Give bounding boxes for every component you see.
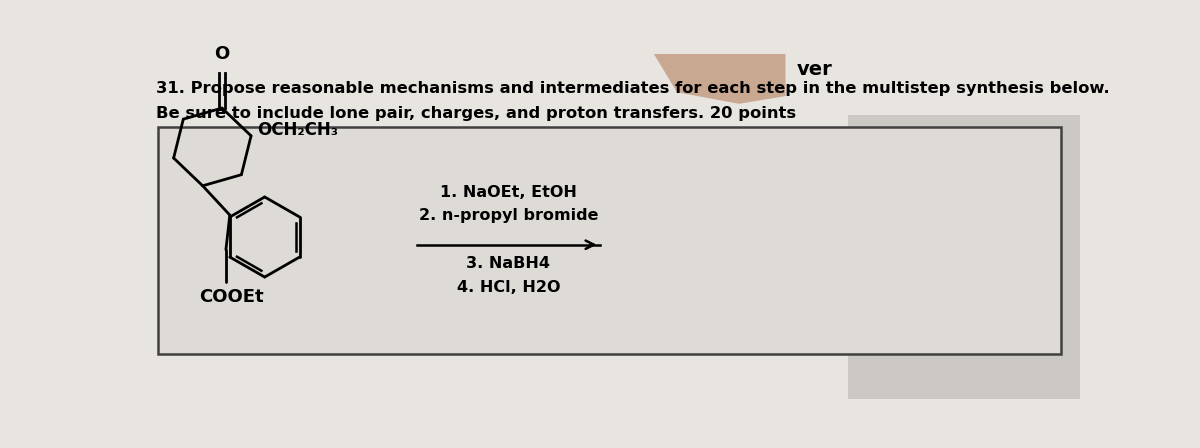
Bar <box>847 116 1080 399</box>
Text: Be sure to include lone pair, charges, and proton transfers. 20 points: Be sure to include lone pair, charges, a… <box>156 106 797 121</box>
Text: OCH₂CH₃: OCH₂CH₃ <box>257 121 338 139</box>
Text: 31. Propose reasonable mechanisms and intermediates for each step in the multist: 31. Propose reasonable mechanisms and in… <box>156 81 1110 96</box>
Text: 3. NaBH4: 3. NaBH4 <box>467 256 551 271</box>
Text: 1. NaOEt, EtOH: 1. NaOEt, EtOH <box>440 185 577 200</box>
Bar <box>157 127 1061 354</box>
Text: 2. n-propyl bromide: 2. n-propyl bromide <box>419 208 598 223</box>
Text: COOEt: COOEt <box>199 288 264 306</box>
PathPatch shape <box>654 54 786 104</box>
Text: O: O <box>215 45 229 64</box>
Text: ver: ver <box>797 60 833 79</box>
Text: 4. HCl, H2O: 4. HCl, H2O <box>457 280 560 295</box>
